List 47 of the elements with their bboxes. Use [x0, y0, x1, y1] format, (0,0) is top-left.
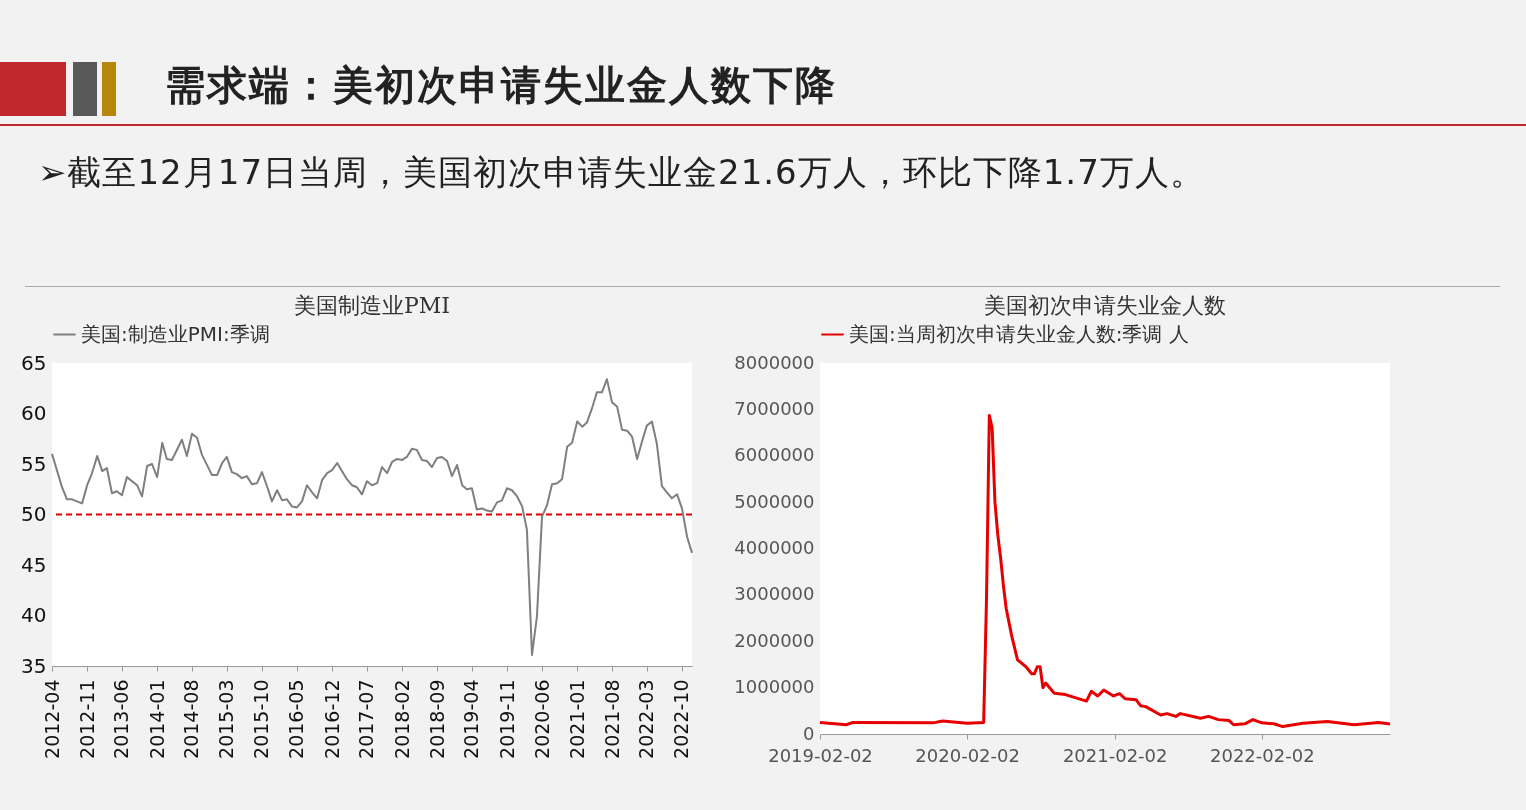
y-tick-label: 55	[21, 451, 47, 476]
x-tick-label: 2020-02-02	[915, 744, 1020, 766]
x-tick-label: 2015-10	[250, 679, 273, 759]
text: ➢截至12月17日当周，美国初次申请失业金21.6万人，环比下降1.7万人。	[38, 151, 1205, 194]
legend-label: 美国:制造业PMI:季调	[81, 321, 270, 346]
text: 需求端：美初次申请失业金人数下降	[165, 60, 837, 110]
x-tick-label: 2021-08	[600, 679, 623, 759]
line-series	[51, 378, 693, 656]
y-tick-label: 60	[21, 401, 47, 425]
x-tick-label: 2012-04	[40, 679, 63, 759]
x-tick-label: 2022-10	[670, 679, 693, 759]
y-tick-label: 45	[21, 552, 47, 577]
y-tick-label: 35	[21, 653, 47, 678]
x-tick-label: 2022-03	[635, 679, 658, 759]
line-series	[818, 413, 1392, 729]
y-tick-label: 65	[21, 350, 47, 375]
legend-label: 美国:当周初次申请失业金人数:季调 人	[849, 321, 1189, 346]
x-tick-label: 2017-07	[355, 679, 378, 759]
x-tick-label: 2014-01	[145, 679, 168, 759]
x-tick-label: 2019-04	[460, 679, 483, 759]
y-tick-label: 50	[21, 502, 47, 526]
y-tick-label: 5000000	[734, 490, 815, 512]
y-tick-label: 0	[803, 722, 815, 744]
x-tick-label: 2020-06	[530, 679, 553, 759]
x-tick-label: 2016-05	[285, 679, 308, 759]
chart-title: 美国制造业PMI	[293, 293, 451, 318]
chart-title: 美国初次申请失业金人数	[984, 293, 1226, 318]
y-tick-label: 6000000	[734, 444, 815, 466]
x-tick-label: 2018-02	[390, 679, 413, 759]
y-tick-label: 1000000	[734, 676, 815, 698]
y-tick-label: 7000000	[734, 397, 815, 419]
x-tick-label: 2021-01	[565, 679, 588, 759]
y-tick-label: 40	[21, 603, 47, 627]
x-tick-label: 2022-02-02	[1210, 744, 1315, 766]
y-tick-label: 3000000	[734, 583, 815, 605]
x-tick-label: 2016-12	[320, 679, 343, 759]
x-tick-label: 2015-03	[215, 679, 238, 759]
x-tick-label: 2014-08	[180, 679, 203, 759]
y-tick-label: 2000000	[734, 629, 815, 651]
x-tick-label: 2013-06	[110, 679, 133, 759]
x-tick-label: 2012-11	[75, 679, 98, 759]
y-tick-label: 4000000	[734, 537, 815, 558]
x-tick-label: 2019-11	[495, 679, 518, 759]
x-tick-label: 2018-09	[425, 679, 448, 759]
x-tick-label: 2019-02-02	[768, 744, 873, 766]
x-tick-label: 2021-02-02	[1062, 744, 1168, 766]
y-tick-label: 8000000	[734, 351, 815, 373]
